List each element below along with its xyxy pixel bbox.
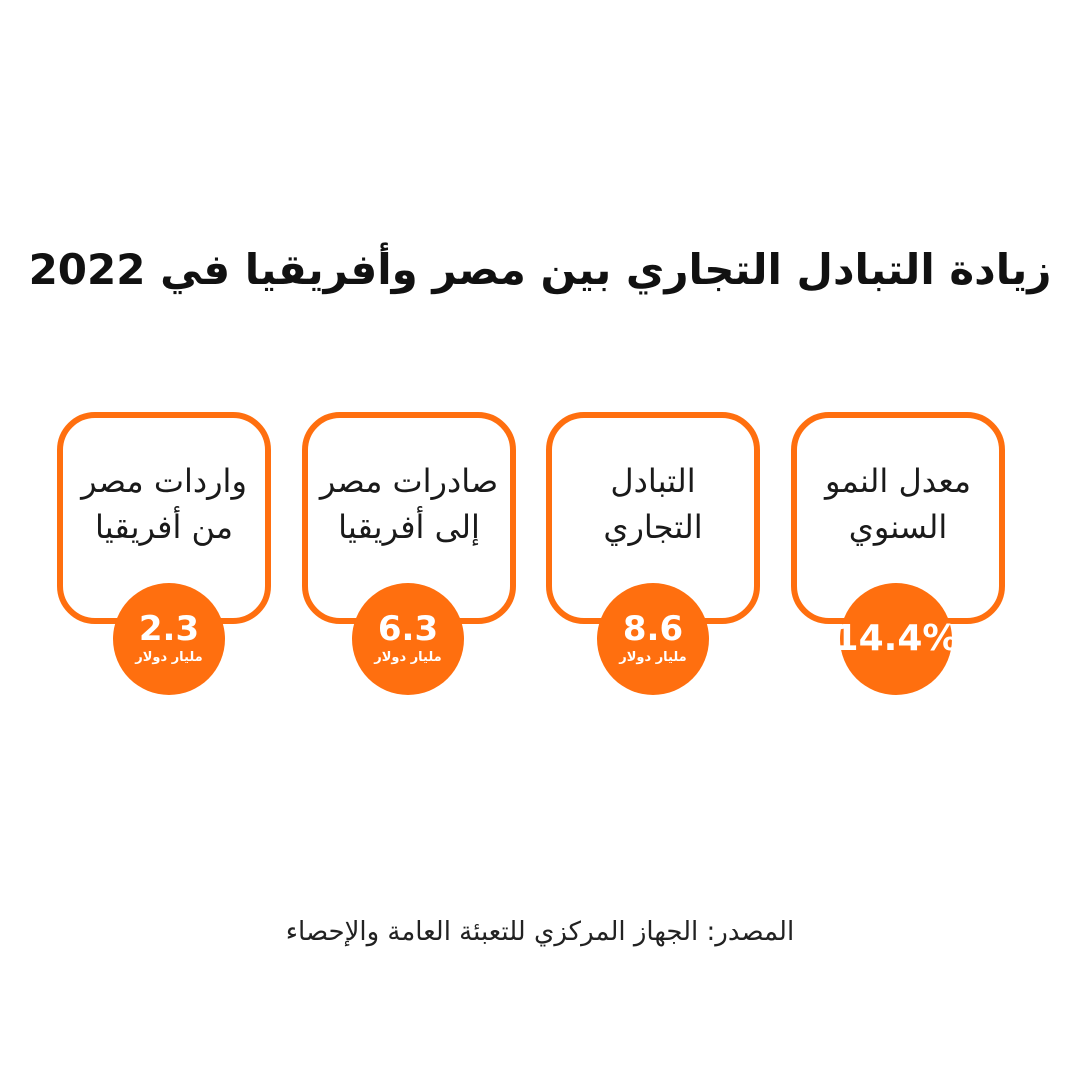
page-title: زيادة التبادل التجاري بين مصر وأفريقيا ف… [28,245,1052,294]
stat-badge-trade-exchange: 8.6 مليار دولار [597,583,709,695]
source-caption: المصدر: الجهاز المركزي للتعبئة العامة وا… [285,917,795,947]
stat-badge-imports: 2.3 مليار دولار [113,583,225,695]
stat-card-label-line1: معدل النمو [824,462,972,500]
stat-card-label-line1: واردات مصر [81,462,247,500]
stat-card-label: صادرات مصر إلى أفريقيا [316,458,502,550]
stat-badge-growth-rate: 14.4% [834,583,958,695]
stat-badge-unit: مليار دولار [374,650,442,665]
stat-card-label: واردات مصر من أفريقيا [71,458,257,550]
stat-card-label-line2: التجاري [603,508,703,546]
stat-badge-value: 6.3 [377,609,439,649]
stat-card-label: التبادل التجاري [560,458,746,550]
stat-card-label-line2: من أفريقيا [94,508,233,546]
stat-badge-exports: 6.3 مليار دولار [352,583,464,695]
stat-card-label-line2: السنوي [848,508,948,546]
stat-badge-value: 8.6 [622,609,684,649]
stat-card-label-line1: التبادل [610,462,696,500]
stat-card-label: معدل النمو السنوي [805,458,991,550]
stat-badge-value: 14.4% [833,618,959,659]
stat-card-label-line2: إلى أفريقيا [338,508,480,546]
stat-badge-value: 2.3 [138,609,200,649]
stat-badge-unit: مليار دولار [619,650,687,665]
stat-badge-unit: مليار دولار [135,650,203,665]
stat-card-label-line1: صادرات مصر [319,462,499,500]
